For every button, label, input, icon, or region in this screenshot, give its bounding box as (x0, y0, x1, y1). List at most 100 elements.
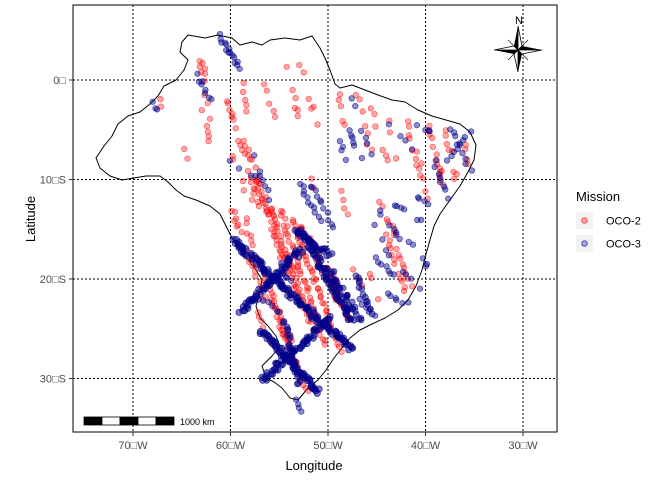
observation-point (350, 266, 357, 273)
observation-point (398, 204, 405, 211)
observation-point (339, 143, 347, 150)
observation-point (350, 142, 358, 149)
observation-point (296, 61, 303, 69)
observation-point (346, 127, 353, 134)
observation-point (445, 195, 452, 202)
observation-point (297, 180, 304, 188)
observation-point (288, 277, 295, 284)
observation-point (393, 229, 400, 236)
observation-point (462, 160, 469, 167)
observation-point (405, 299, 412, 306)
observation-point (422, 188, 429, 195)
observation-point (256, 172, 264, 179)
observation-point (201, 70, 209, 77)
observation-point (265, 187, 272, 194)
observation-point (372, 123, 379, 130)
observation-point (416, 195, 423, 202)
observation-point (390, 271, 397, 278)
observation-point (238, 229, 245, 236)
observation-point (276, 309, 283, 316)
observation-point (386, 237, 393, 244)
observation-point (285, 232, 292, 239)
observation-point (321, 300, 328, 307)
observation-point (384, 219, 392, 226)
observation-point (306, 294, 314, 301)
y-tick-label: 10□S (40, 175, 66, 187)
observation-point (437, 178, 444, 185)
observation-point (413, 122, 421, 129)
observation-point (204, 128, 211, 135)
observation-point (252, 273, 259, 280)
x-tick-label: 50□W (313, 440, 343, 452)
observation-point (393, 297, 400, 304)
observation-point (235, 308, 243, 316)
observation-point (281, 227, 289, 234)
observation-point (310, 103, 317, 110)
observation-point (248, 172, 255, 179)
observation-point (371, 221, 378, 228)
observation-point (258, 317, 265, 325)
observation-point (247, 179, 254, 186)
observation-point (337, 103, 345, 110)
observation-point (306, 333, 314, 341)
observation-point (230, 116, 237, 123)
observation-point (205, 138, 212, 145)
north-arrow-label: N (515, 15, 523, 27)
observation-point (376, 198, 383, 205)
legend-key-oco2 (581, 217, 588, 224)
observation-point (275, 268, 282, 275)
observation-point (372, 312, 379, 319)
observation-point (247, 232, 254, 239)
observation-point (338, 348, 345, 355)
observation-point (432, 157, 440, 164)
observation-point (339, 284, 347, 292)
observation-point (294, 280, 302, 287)
observation-point (248, 196, 255, 203)
observation-point (274, 228, 281, 235)
observation-point (292, 94, 299, 102)
observation-point (279, 209, 286, 216)
observation-point (279, 319, 287, 327)
observation-point (259, 177, 266, 184)
observation-point (367, 305, 374, 313)
observation-point (300, 188, 308, 195)
observation-point (296, 301, 304, 309)
observation-point (456, 140, 463, 147)
observation-point (311, 204, 318, 211)
observation-point (233, 223, 240, 230)
observation-point (273, 236, 280, 243)
observation-point (339, 118, 346, 125)
observation-point (405, 118, 412, 125)
observation-point (413, 148, 421, 155)
y-axis-title: Latitude (23, 196, 38, 242)
legend: Mission OCO-2 OCO-3 (576, 189, 641, 252)
observation-point (416, 285, 424, 292)
observation-point (277, 233, 285, 240)
observation-point (241, 143, 248, 150)
observation-point (387, 292, 394, 300)
plot-frame (72, 4, 558, 433)
observation-point (409, 283, 416, 290)
observation-point (285, 238, 292, 245)
observation-point (277, 270, 284, 278)
observation-point (342, 156, 350, 163)
observation-point (300, 69, 307, 76)
observation-point (386, 242, 393, 249)
observation-point (364, 140, 371, 147)
observation-point (356, 96, 363, 103)
observation-point (344, 211, 351, 218)
observation-point (216, 30, 223, 38)
observation-point (451, 129, 458, 136)
observation-point (243, 220, 250, 227)
observation-point (199, 59, 206, 67)
observation-point (241, 150, 248, 157)
observation-point (335, 343, 343, 350)
graticule (73, 5, 557, 432)
observation-point (294, 262, 302, 269)
observation-point (260, 297, 267, 304)
observation-point (341, 121, 348, 128)
observation-point (391, 256, 398, 263)
observation-point (371, 110, 378, 118)
observation-point (385, 290, 392, 297)
